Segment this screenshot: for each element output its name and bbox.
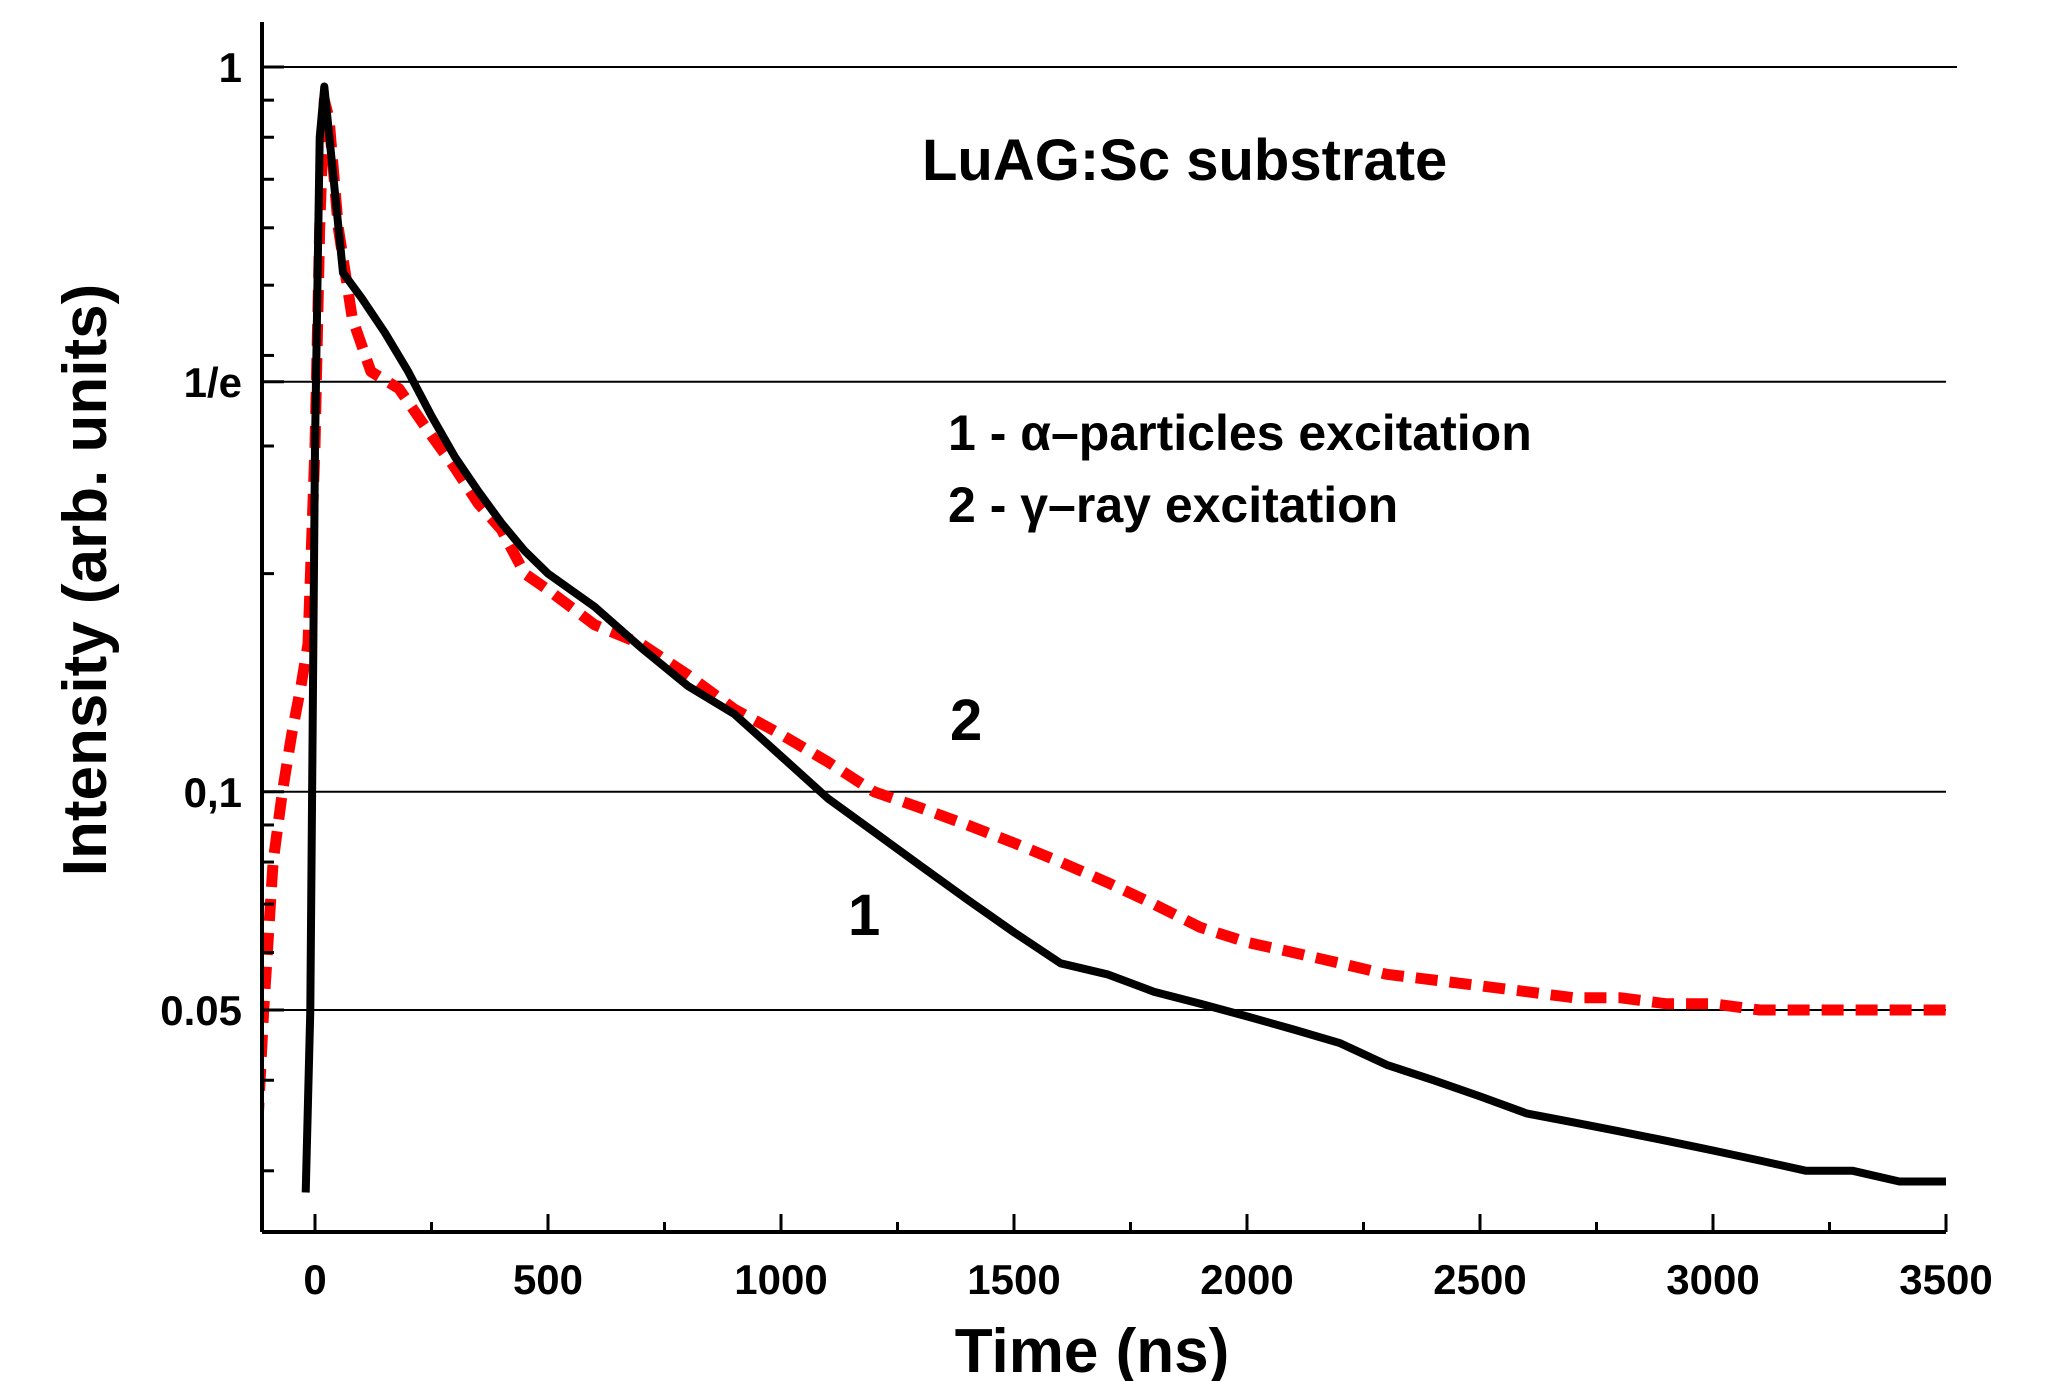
- horizontal-gridlines: [262, 66, 1957, 1011]
- x-tick-label: 3500: [1899, 1256, 1992, 1303]
- legend-line-2: 2 - γ–ray excitation: [948, 477, 1398, 533]
- y-tick-label: 0,1: [184, 769, 242, 816]
- y-tick-label: 1: [219, 44, 242, 91]
- x-tick-label: 3000: [1666, 1256, 1759, 1303]
- y-tick-label: 1/e: [184, 359, 242, 406]
- plot-frame: [260, 22, 1946, 1234]
- series-2-line: [262, 94, 1946, 1152]
- series-1-line: [301, 82, 1946, 1193]
- x-tick-label: 0: [303, 1256, 326, 1303]
- x-axis-title: Time (ns): [955, 1317, 1229, 1381]
- y-tick-label: 0.05: [160, 987, 242, 1034]
- y-ticks: 1 1/e 0,1 0.05: [160, 44, 284, 1173]
- x-tick-label: 500: [513, 1256, 583, 1303]
- x-tick-label: 1500: [967, 1256, 1060, 1303]
- x-ticks: 0 500 1000 1500 2000 2500 3000 3500: [303, 1214, 1993, 1303]
- curve-label-1: 1: [848, 883, 880, 948]
- curve-label-2: 2: [950, 688, 982, 753]
- x-tick-label: 2000: [1200, 1256, 1293, 1303]
- x-tick-label: 1000: [734, 1256, 827, 1303]
- series-layer: [262, 82, 1946, 1193]
- x-tick-label: 2500: [1433, 1256, 1526, 1303]
- legend-line-1: 1 - α–particles excitation: [948, 405, 1532, 461]
- chart-title: LuAG:Sc substrate: [922, 128, 1447, 193]
- y-axis-title: Intensity (arb. units): [51, 284, 120, 876]
